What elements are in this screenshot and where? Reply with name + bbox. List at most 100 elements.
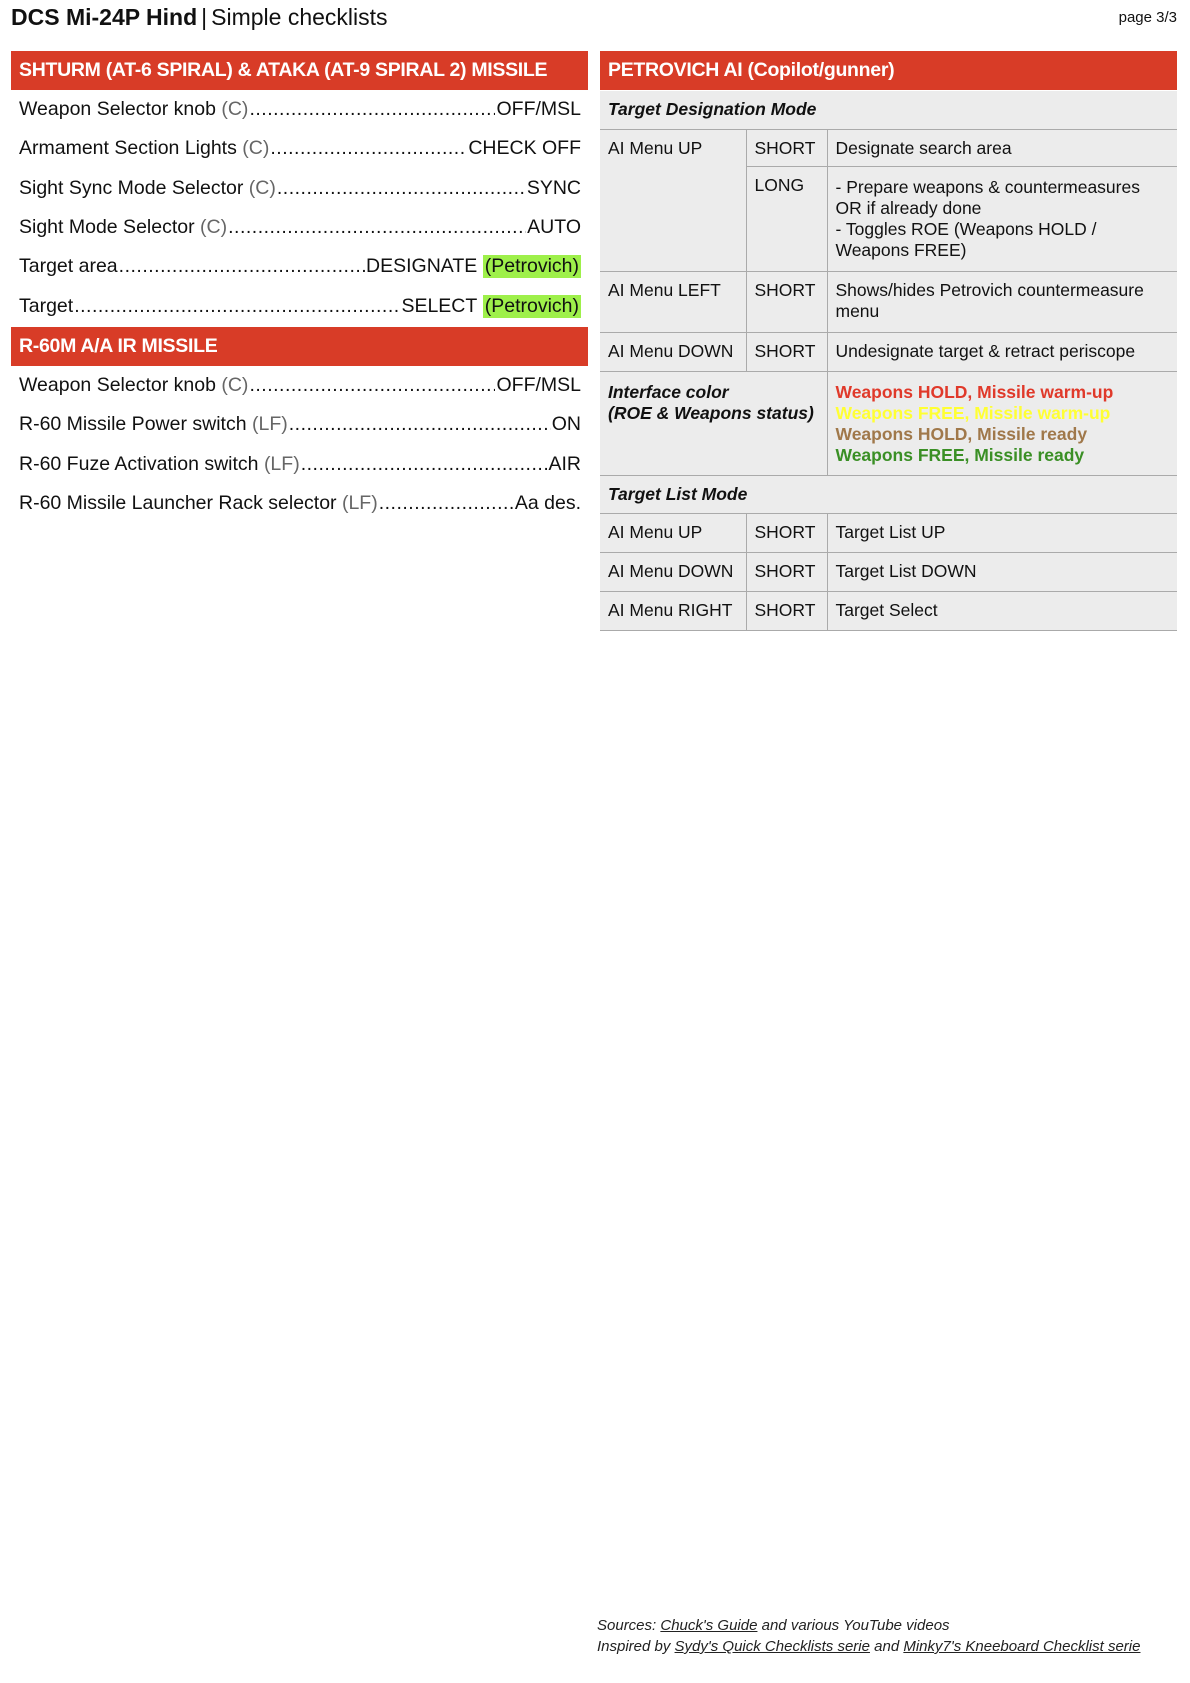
action-cell: Undesignate target & retract periscope — [826, 332, 1177, 372]
table-row: AI Menu DOWN SHORT Undesignate target & re… — [600, 332, 1177, 372]
chucks-guide-link[interactable]: Chuck's Guide — [660, 1617, 758, 1634]
control-cell: AI Menu RIGHT — [600, 591, 746, 631]
item-label: Sight Sync Mode Selector — [19, 176, 244, 199]
checklist-item: Sight Sync Mode Selector (C) SYNC — [19, 177, 581, 200]
press-cell: SHORT — [745, 129, 827, 167]
checklist-item: Target area DESIGNATE (Petrovich) — [19, 255, 581, 279]
dot-leader — [249, 98, 495, 121]
section-header-r60: R-60M A/A IR MISSILE — [11, 327, 588, 366]
interface-color-list: Weapons HOLD, Missile warm-up Weapons FR… — [826, 371, 1177, 476]
color-hold-warmup: Weapons HOLD, Missile warm-up — [835, 381, 1114, 402]
checklist-item: Armament Section Lights (C) CHECK OFF — [19, 137, 581, 160]
checklist-item: R-60 Missile Launcher Rack selector (LF)… — [19, 492, 581, 515]
press-cell: SHORT — [745, 552, 827, 592]
item-label: Target — [19, 294, 74, 317]
item-value: OFF/MSL — [496, 98, 581, 120]
table-row: LONG - Prepare weapons & countermeasures … — [600, 166, 1177, 272]
checklist-item: Sight Mode Selector (C) AUTO — [19, 216, 581, 239]
table-row: AI Menu RIGHT SHORT Target Select — [600, 591, 1177, 631]
petrovich-table: Target Designation Mode AI Menu UP SHORT D… — [600, 91, 1177, 631]
interface-color-row: Interface color (ROE & Weapons status) W… — [600, 371, 1177, 476]
dot-leader — [270, 137, 467, 160]
item-location: (C) — [200, 215, 228, 238]
item-label: R-60 Missile Launcher Rack selector — [19, 491, 337, 514]
item-location: (C) — [221, 98, 249, 120]
item-value: SYNC — [526, 176, 581, 199]
control-cell: AI Menu DOWN — [600, 332, 746, 372]
color-hold-ready: Weapons HOLD, Missile ready — [835, 423, 1088, 444]
sources-suffix: and various YouTube videos — [757, 1617, 950, 1634]
item-value: Aa des. — [514, 491, 581, 514]
press-cell: SHORT — [745, 271, 827, 333]
table-row: AI Menu UP SHORT Designate search area — [600, 129, 1177, 272]
item-location: (LF) — [263, 452, 300, 475]
table-row: AI Menu DOWN SHORT Target List DOWN — [600, 552, 1177, 592]
item-location: (C) — [242, 137, 270, 160]
item-value: CHECK OFF — [468, 137, 581, 160]
checklist-item: R-60 Fuze Activation switch (LF) AIR — [19, 453, 581, 476]
item-label: R-60 Fuze Activation switch — [19, 452, 259, 475]
dot-leader — [228, 216, 526, 239]
item-note: (Petrovich) — [482, 294, 581, 318]
control-cell: AI Menu LEFT — [600, 271, 746, 333]
control-cell: AI Menu UP — [600, 129, 746, 272]
inspired-mid: and — [869, 1638, 904, 1655]
page-number: page 3/3 — [1118, 9, 1177, 26]
item-label: R-60 Missile Power switch — [19, 413, 247, 436]
item-value: ON — [551, 413, 581, 436]
table-section-row: Target List Mode — [600, 475, 1177, 514]
action-cell: Target Select — [826, 591, 1177, 631]
footer-inspired: Inspired by Sydy's Quick Checklists seri… — [597, 1638, 1140, 1655]
dot-leader — [249, 374, 495, 397]
checklist-item: Weapon Selector knob (C) OFF/MSL — [19, 374, 581, 397]
inspired-prefix: Inspired by — [597, 1638, 675, 1655]
item-note: (Petrovich) — [482, 255, 581, 279]
checklist-item: Weapon Selector knob (C) OFF/MSL — [19, 98, 581, 121]
item-location: (LF) — [251, 413, 288, 436]
press-cell: SHORT — [745, 513, 827, 553]
item-value: AIR — [548, 452, 581, 475]
item-label: Target area — [19, 255, 118, 278]
footer-sources: Sources: Chuck's Guide and various YouTu… — [597, 1617, 950, 1634]
dot-leader — [119, 255, 365, 278]
sydy-link[interactable]: Sydy's Quick Checklists serie — [674, 1638, 870, 1655]
action-cell: Shows/hides Petrovich countermeasure men… — [826, 271, 1177, 333]
dot-leader — [289, 413, 551, 436]
subtitle: Simple checklists — [211, 4, 388, 30]
section-header-petrovich: PETROVICH AI (Copilot/gunner) — [600, 51, 1177, 90]
action-cell: - Prepare weapons & countermeasures OR i… — [826, 166, 1177, 272]
item-value: DESIGNATE — [366, 255, 478, 278]
table-row: AI Menu LEFT SHORT Shows/hides Petrovich c… — [600, 271, 1177, 333]
color-free-warmup: Weapons FREE, Missile warm-up — [835, 402, 1111, 423]
section-header-shturm: SHTURM (AT-6 SPIRAL) & ATAKA (AT-9 SPIRA… — [11, 51, 588, 90]
item-value: SELECT — [401, 294, 478, 317]
table-section-row: Target Designation Mode — [600, 91, 1177, 130]
sources-prefix: Sources: — [597, 1617, 661, 1634]
dot-leader — [277, 177, 526, 200]
dot-leader — [379, 492, 514, 515]
designation-mode-title: Target Designation Mode — [600, 91, 1177, 130]
color-free-ready: Weapons FREE, Missile ready — [835, 444, 1085, 465]
list-mode-title: Target List Mode — [600, 475, 1177, 514]
item-label: Armament Section Lights — [19, 137, 237, 160]
checklist-item: Target SELECT (Petrovich) — [19, 294, 581, 318]
item-location: (LF) — [341, 491, 378, 514]
table-row: AI Menu UP SHORT Target List UP — [600, 513, 1177, 553]
action-cell: Target List UP — [826, 513, 1177, 553]
item-value: OFF/MSL — [496, 374, 581, 396]
minky7-link[interactable]: Minky7's Kneeboard Checklist serie — [903, 1638, 1141, 1655]
action-cell: Designate search area — [826, 129, 1177, 167]
press-cell: SHORT — [745, 591, 827, 631]
checklist-item: R-60 Missile Power switch (LF) ON — [19, 413, 581, 436]
dot-leader — [74, 295, 400, 318]
interface-color-label: Interface color (ROE & Weapons status) — [600, 371, 827, 476]
item-location: (C) — [221, 374, 249, 396]
item-location: (C) — [248, 176, 276, 199]
press-cell: LONG — [745, 166, 827, 272]
control-cell: AI Menu DOWN — [600, 552, 746, 592]
item-label: Weapon Selector knob — [19, 98, 216, 120]
item-value: AUTO — [527, 215, 581, 238]
dot-leader — [301, 453, 548, 476]
page-title: DCS Mi-24P Hind | Simple checklists — [11, 4, 388, 31]
brand: DCS Mi-24P Hind — [11, 4, 198, 30]
